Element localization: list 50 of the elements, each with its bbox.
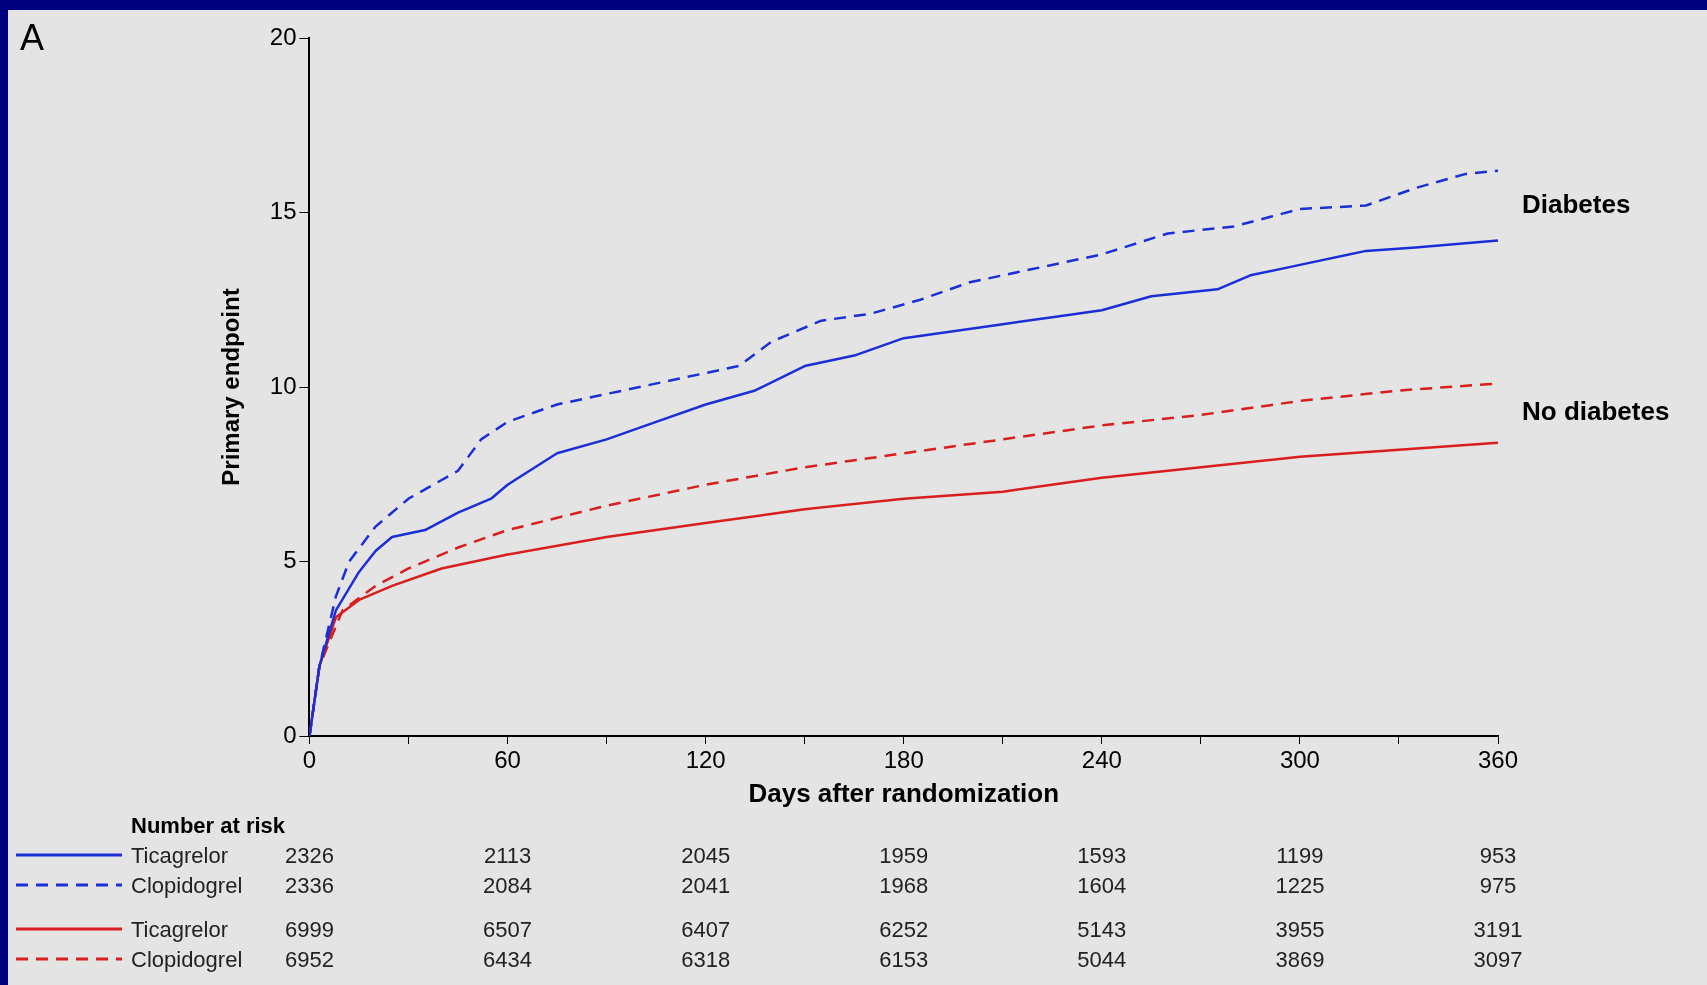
x-tick-label: 240: [1081, 746, 1122, 774]
y-tick-label: 0: [283, 720, 297, 748]
text: 3097: [1472, 947, 1524, 973]
x-tick-label: 180: [883, 746, 924, 774]
text: 2045: [680, 843, 732, 869]
text: 1959: [878, 843, 930, 869]
text: 3955: [1274, 917, 1326, 943]
text: 6999: [284, 917, 335, 943]
text: 1604: [1076, 873, 1128, 899]
text: 6252: [878, 917, 930, 943]
text: 2084: [482, 873, 534, 899]
text: 2113: [482, 843, 533, 869]
text: 953: [1478, 843, 1518, 869]
legend-label: Clopidogrel: [131, 873, 243, 899]
y-tick-label: 15: [269, 197, 297, 225]
text: Diabetes: [1522, 188, 1631, 219]
text: 3191: [1472, 917, 1524, 943]
text: 1225: [1274, 873, 1326, 899]
y-tick-label: 5: [283, 546, 297, 574]
x-tick-label: 0: [302, 746, 317, 774]
x-tick-label: 60: [494, 746, 521, 774]
x-tick-label: 300: [1279, 746, 1320, 774]
text: 1968: [878, 873, 930, 899]
text: 6318: [680, 947, 732, 973]
text: 6434: [482, 947, 534, 973]
text: 6507: [482, 917, 534, 943]
text: A: [20, 16, 45, 58]
y-tick-label: 10: [269, 371, 297, 399]
text: 2041: [680, 873, 732, 899]
text: No diabetes: [1522, 396, 1670, 427]
x-tick-label: 120: [685, 746, 726, 774]
legend-label: Ticagrelor: [131, 917, 228, 943]
text: 6952: [284, 947, 335, 973]
text: 3869: [1274, 947, 1326, 973]
x-tick-label: 360: [1477, 746, 1519, 774]
text: 5044: [1076, 947, 1128, 973]
legend-label: Clopidogrel: [131, 947, 243, 973]
text: 1593: [1076, 843, 1128, 869]
text: 2336: [284, 873, 335, 899]
text: 2326: [284, 843, 335, 869]
text: 6153: [878, 947, 930, 973]
y-axis-title: Primary endpoint: [217, 288, 245, 486]
x-axis-title: Days after randomization: [748, 777, 1060, 808]
y-tick-label: 20: [269, 22, 297, 50]
legend-label: Ticagrelor: [131, 843, 228, 869]
text: 6407: [680, 917, 732, 943]
text: 1199: [1275, 843, 1325, 869]
text: Number at risk: [131, 813, 286, 839]
text: 975: [1478, 873, 1518, 899]
text: 5143: [1076, 917, 1128, 943]
